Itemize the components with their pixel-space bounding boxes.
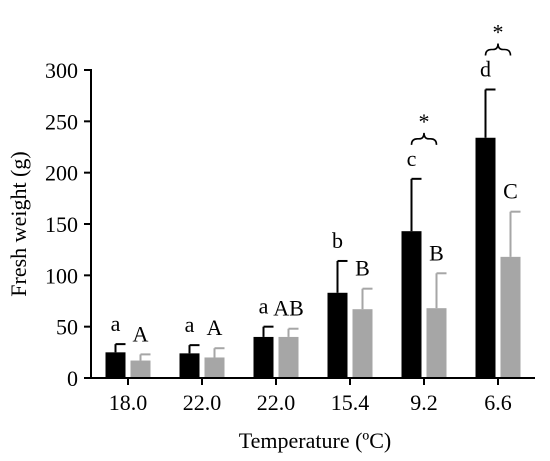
significance-letter: a bbox=[185, 312, 195, 337]
axes-layer bbox=[90, 69, 535, 379]
bar bbox=[179, 353, 200, 378]
significance-letter: B bbox=[355, 256, 370, 281]
y-tick-label: 0 bbox=[67, 366, 78, 391]
x-ticks-layer: 18.0 22.0 22.0 15.4 9.2 6.6 bbox=[109, 378, 512, 415]
y-tick-label: 50 bbox=[56, 315, 78, 340]
x-tick-label: 15.4 bbox=[331, 390, 370, 415]
bar bbox=[401, 231, 422, 378]
significance-letter: a bbox=[111, 311, 121, 336]
y-tick-label: 150 bbox=[45, 212, 78, 237]
y-tick-label: 300 bbox=[45, 58, 78, 83]
significance-brace bbox=[410, 132, 438, 145]
x-tick-label: 18.0 bbox=[109, 390, 148, 415]
bar bbox=[278, 336, 299, 378]
x-tick-label: 6.6 bbox=[484, 390, 512, 415]
y-tick-label: 250 bbox=[45, 109, 78, 134]
x-tick-label: 9.2 bbox=[410, 390, 438, 415]
significance-letter: b bbox=[332, 228, 343, 253]
bar bbox=[253, 336, 274, 378]
bar bbox=[327, 292, 348, 378]
significance-star: * bbox=[419, 109, 430, 134]
bar bbox=[204, 357, 225, 378]
significance-letter: d bbox=[480, 57, 491, 82]
significance-star: * bbox=[493, 20, 504, 45]
significance-letter: B bbox=[429, 240, 444, 265]
y-tick-label: 200 bbox=[45, 161, 78, 186]
bar bbox=[500, 256, 521, 378]
bar bbox=[426, 308, 447, 378]
bars-layer bbox=[105, 137, 521, 378]
bar bbox=[352, 309, 373, 378]
x-axis-title: Temperature (ºC) bbox=[239, 428, 392, 453]
significance-letter: AB bbox=[273, 296, 304, 321]
significance-stars-layer: ** bbox=[410, 20, 512, 145]
x-tick-label: 22.0 bbox=[183, 390, 222, 415]
bar bbox=[130, 360, 151, 378]
significance-brace bbox=[484, 43, 512, 56]
x-tick-label: 22.0 bbox=[257, 390, 296, 415]
error-bars-layer bbox=[114, 88, 521, 361]
significance-letter: a bbox=[259, 294, 269, 319]
bar bbox=[475, 137, 496, 378]
significance-letter: A bbox=[133, 321, 149, 346]
y-axis-title: Fresh weight (g) bbox=[6, 151, 31, 296]
significance-letter: c bbox=[407, 146, 417, 171]
significance-letter: A bbox=[207, 315, 223, 340]
significance-letter: C bbox=[503, 179, 518, 204]
y-ticks-layer: 0 50 100 150 200 250 300 bbox=[45, 58, 91, 391]
bar bbox=[105, 352, 126, 378]
significance-letters-layer: a a a b c d A A AB B B C bbox=[111, 57, 518, 347]
y-tick-label: 100 bbox=[45, 263, 78, 288]
